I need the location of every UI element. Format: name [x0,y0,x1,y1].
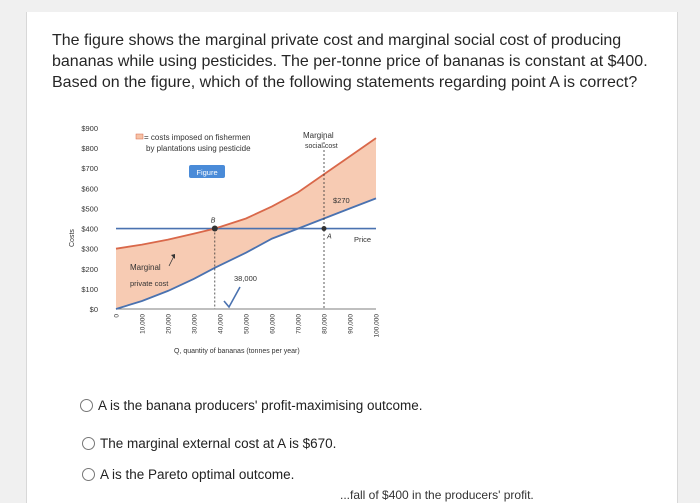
point-b [211,225,218,232]
point-a-label: A [326,234,332,241]
price-label: Price [354,235,371,244]
x-tick-label: 40,000 [218,314,225,334]
external-cost-area [116,138,376,309]
msc-line [115,137,377,250]
y-ticks: $900 $800 $700 $600 $500 $400 $300 $200 $100 $0 [81,124,98,314]
mpc-pointer [168,255,175,267]
y-tick-label: $100 [81,285,98,294]
option-1[interactable]: A is the banana producers' profit-maximi… [80,398,423,413]
x-tick-label: 50,000 [244,314,251,334]
option-4-label-partial[interactable]: ...fall of $400 in the producers' profit… [340,488,534,502]
y-tick-label: $500 [81,204,98,213]
x-tick-label: 70,000 [296,314,303,334]
point-a [321,226,327,232]
mpc-label-2: private cost [130,279,169,288]
legend-text-1: = costs imposed on fishermen [144,133,251,142]
option-3[interactable]: A is the Pareto optimal outcome. [82,467,294,482]
annotation-38000: 38,000 [234,274,257,283]
figure: $900 $800 $700 $600 $500 $400 $300 $200 $100 $0 0… [64,114,390,358]
y-tick-label: $600 [81,184,98,193]
radio-icon[interactable] [80,399,93,412]
legend-swatch [135,133,144,140]
x-tick-label: 0 [114,314,121,318]
y-tick-label: $900 [81,124,98,133]
msc-label-2: social cost [305,143,338,150]
option-3-label[interactable]: A is the Pareto optimal outcome. [100,467,295,482]
x-tick-label: 90,000 [348,314,355,334]
radio-icon[interactable] [82,468,95,481]
option-2-label[interactable]: The marginal external cost at A is $670. [100,436,337,451]
question-text: The figure shows the marginal private co… [52,32,648,91]
x-tick-label: 10,000 [140,314,147,334]
x-axis-title: Q, quantity of bananas (tonnes per year) [174,348,300,355]
figure-button-label[interactable]: Figure [196,168,217,177]
msc-label-1: Marginal [303,131,334,140]
point-b-label: B [211,218,216,225]
radio-icon[interactable] [82,437,95,450]
legend-text-2: by plantations using pesticide [146,144,251,153]
figure-button[interactable] [189,165,225,178]
y-tick-label: $400 [81,225,98,234]
mpc-label-1: Marginal [130,263,161,272]
option-1-label[interactable]: A is the banana producers' profit-maximi… [98,398,423,413]
x-ticks: 0 10,000 20,000 30,000 40,000 50,000 60,000 70,… [114,314,381,338]
mpc-line [115,197,377,310]
chart: $900 $800 $700 $600 $500 $400 $300 $200 $100 $0 0… [69,124,381,355]
y-axis-title: Costs [69,229,76,247]
check-icon [223,286,241,309]
x-tick-label: 100,000 [374,314,381,338]
y-tick-label: $300 [81,245,98,254]
mpc-pointer-arrowhead [171,254,175,259]
x-tick-label: 20,000 [166,314,173,334]
y-tick-label: $200 [81,265,98,274]
y-tick-label: $800 [81,144,98,153]
option-2[interactable]: The marginal external cost at A is $670. [82,436,336,451]
annotation-270: $270 [333,196,350,205]
y-tick-label: $0 [90,305,98,314]
y-tick-label: $700 [81,164,98,173]
x-tick-label: 30,000 [192,314,199,334]
x-tick-label: 60,000 [270,314,277,334]
x-tick-label: 80,000 [322,314,329,334]
